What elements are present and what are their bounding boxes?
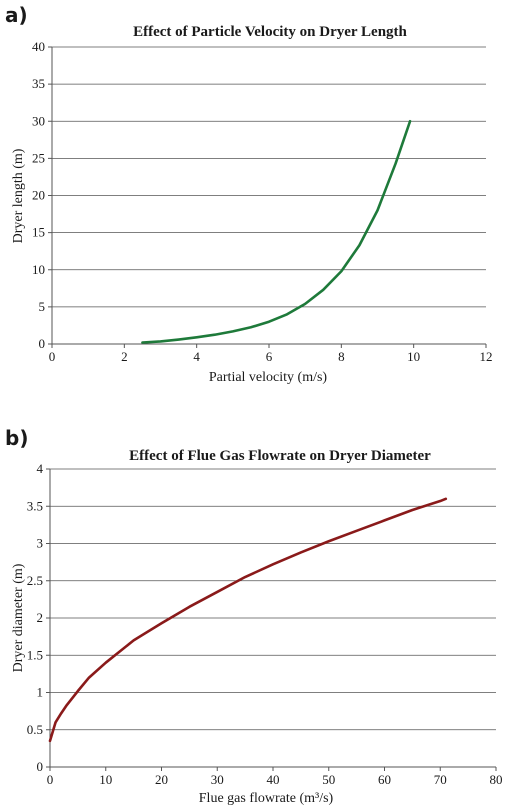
chart-b: b) Effect of Flue Gas Flowrate on Dryer … <box>5 426 503 806</box>
series-a <box>141 119 412 344</box>
series-line-a <box>141 119 412 344</box>
y-tick-label-b: 3.5 <box>27 498 43 513</box>
x-tick-label-b: 40 <box>267 772 280 787</box>
x-tick-label-a: 0 <box>49 349 56 364</box>
x-tick-label-b: 20 <box>155 772 168 787</box>
y-tick-label-a: 20 <box>32 188 45 203</box>
ticks-a: 0 5 10 15 20 25 30 35 40 0 2 4 6 8 10 12 <box>32 39 493 364</box>
chart-a: a) Effect of Particle Velocity on Dryer … <box>5 3 493 385</box>
x-tick-label-b: 10 <box>99 772 112 787</box>
y-tick-label-b: 2 <box>37 610 44 625</box>
x-axis-title-a: Partial velocity (m/s) <box>209 370 328 385</box>
ticks-b: 00.511.522.533.540 10 20 30 40 50 60 70 80 <box>27 461 503 787</box>
chart-title-b: Effect of Flue Gas Flowrate on Dryer Dia… <box>129 448 431 464</box>
y-tick-label-b: 4 <box>37 461 44 476</box>
x-tick-label-a: 2 <box>121 349 128 364</box>
x-tick-label-a: 10 <box>407 349 420 364</box>
y-tick-label-a: 15 <box>32 225 45 240</box>
y-axis-title-b: Dryer diameter (m) <box>11 563 26 672</box>
x-tick-label-b: 50 <box>322 772 335 787</box>
y-tick-label-b: 0 <box>37 759 44 774</box>
chart-title-a: Effect of Particle Velocity on Dryer Len… <box>133 24 407 40</box>
y-tick-label-a: 30 <box>32 113 45 128</box>
x-tick-label-a: 8 <box>338 349 345 364</box>
x-tick-label-a: 6 <box>266 349 273 364</box>
x-tick-label-b: 0 <box>47 772 54 787</box>
x-axis-title-b: Flue gas flowrate (m³/s) <box>199 791 334 806</box>
y-tick-label-b: 0.5 <box>27 722 43 737</box>
grid-a <box>52 46 486 308</box>
x-tick-label-a: 4 <box>193 349 200 364</box>
y-tick-label-b: 3 <box>37 536 44 551</box>
panel-label-a: a) <box>5 3 28 27</box>
y-tick-label-a: 40 <box>32 39 45 54</box>
y-tick-label-b: 2.5 <box>27 573 43 588</box>
x-tick-label-b: 80 <box>490 772 503 787</box>
x-tick-label-b: 70 <box>434 772 447 787</box>
series-line-b <box>48 497 448 743</box>
y-tick-label-b: 1.5 <box>27 647 43 662</box>
y-tick-label-b: 1 <box>37 685 44 700</box>
y-tick-label-a: 25 <box>32 150 45 165</box>
y-tick-label-a: 5 <box>39 299 46 314</box>
x-tick-label-b: 30 <box>211 772 224 787</box>
y-tick-label-a: 0 <box>39 336 46 351</box>
y-tick-label-a: 35 <box>32 76 45 91</box>
y-tick-label-a: 10 <box>32 262 45 277</box>
series-b <box>48 497 448 743</box>
x-tick-label-a: 12 <box>480 349 493 364</box>
grid-b <box>50 468 496 731</box>
panel-label-b: b) <box>5 426 28 450</box>
y-axis-title-a: Dryer length (m) <box>11 148 26 243</box>
x-tick-label-b: 60 <box>378 772 391 787</box>
